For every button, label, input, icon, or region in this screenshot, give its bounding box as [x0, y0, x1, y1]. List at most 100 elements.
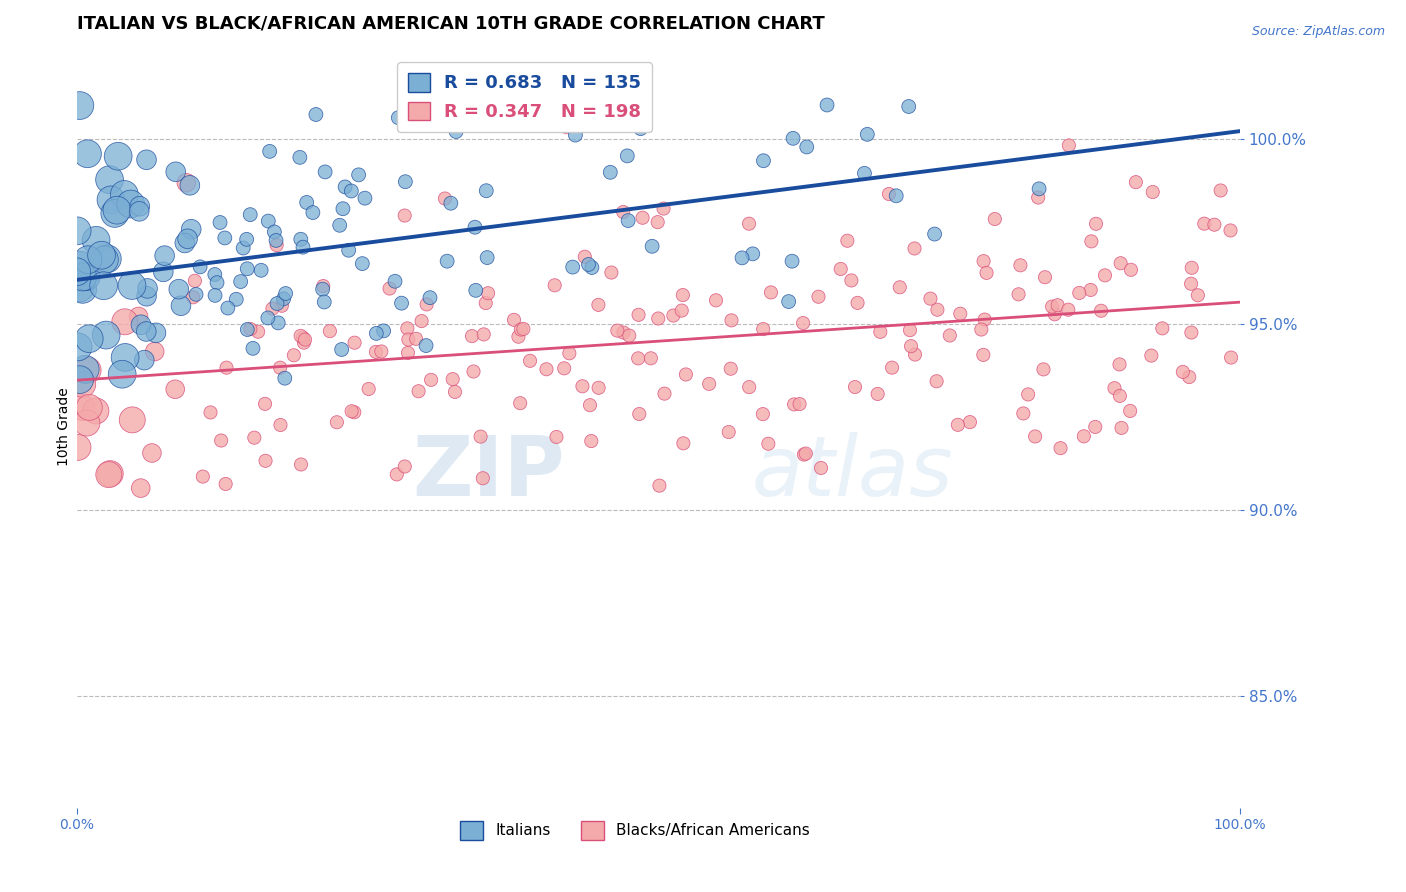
- Point: [897, 99, 920, 113]
- Point: [69, 258, 91, 272]
- Point: [939, 328, 962, 343]
- Point: [121, 413, 143, 427]
- Point: [717, 425, 740, 439]
- Point: [292, 240, 315, 254]
- Point: [984, 212, 1007, 227]
- Point: [333, 180, 356, 194]
- Point: [619, 328, 641, 343]
- Point: [1194, 217, 1216, 231]
- Point: [1119, 262, 1142, 277]
- Point: [105, 203, 128, 218]
- Point: [440, 196, 463, 211]
- Point: [606, 324, 628, 338]
- Point: [654, 386, 676, 401]
- Point: [93, 278, 115, 293]
- Point: [778, 294, 800, 309]
- Point: [354, 191, 377, 205]
- Point: [136, 281, 159, 295]
- Point: [959, 415, 981, 429]
- Point: [111, 368, 134, 382]
- Point: [242, 342, 264, 356]
- Point: [343, 335, 366, 350]
- Point: [1028, 182, 1050, 196]
- Point: [340, 404, 363, 418]
- Point: [619, 110, 641, 124]
- Point: [1046, 298, 1069, 312]
- Point: [90, 248, 112, 262]
- Point: [312, 279, 335, 293]
- Point: [536, 362, 558, 376]
- Point: [415, 297, 437, 311]
- Point: [67, 340, 90, 354]
- Point: [671, 303, 693, 318]
- Point: [352, 257, 374, 271]
- Point: [612, 205, 634, 219]
- Point: [627, 308, 650, 322]
- Point: [128, 310, 150, 324]
- Point: [84, 404, 107, 418]
- Point: [205, 276, 228, 290]
- Point: [1040, 300, 1063, 314]
- Point: [648, 478, 671, 492]
- Point: [509, 396, 531, 410]
- Point: [1073, 429, 1095, 443]
- Point: [107, 149, 129, 163]
- Point: [77, 332, 100, 346]
- Point: [564, 128, 586, 142]
- Point: [290, 458, 312, 472]
- Point: [257, 214, 280, 228]
- Point: [1017, 387, 1039, 401]
- Point: [69, 281, 91, 295]
- Point: [752, 153, 775, 168]
- Point: [472, 327, 495, 342]
- Point: [973, 254, 995, 268]
- Point: [884, 188, 907, 202]
- Point: [1049, 441, 1071, 455]
- Point: [869, 325, 891, 339]
- Point: [66, 265, 89, 279]
- Point: [128, 199, 150, 213]
- Point: [1111, 421, 1133, 435]
- Point: [366, 326, 388, 341]
- Point: [129, 318, 152, 332]
- Point: [153, 249, 176, 263]
- Point: [66, 224, 89, 238]
- Point: [415, 338, 437, 352]
- Point: [72, 282, 94, 296]
- Point: [204, 268, 226, 282]
- Point: [704, 293, 727, 308]
- Point: [179, 178, 201, 193]
- Point: [266, 238, 288, 252]
- Point: [972, 348, 994, 362]
- Point: [630, 121, 652, 136]
- Point: [217, 301, 239, 315]
- Point: [741, 247, 763, 261]
- Point: [752, 407, 775, 421]
- Point: [441, 372, 464, 386]
- Point: [69, 98, 91, 112]
- Point: [1171, 365, 1194, 379]
- Point: [1080, 283, 1102, 297]
- Point: [134, 353, 156, 368]
- Point: [254, 454, 277, 468]
- Point: [176, 176, 198, 190]
- Point: [70, 401, 93, 415]
- Point: [214, 477, 236, 491]
- Point: [94, 328, 117, 343]
- Point: [274, 286, 297, 301]
- Point: [1220, 351, 1243, 365]
- Point: [373, 324, 395, 338]
- Point: [364, 345, 387, 359]
- Point: [165, 165, 187, 179]
- Point: [783, 397, 806, 411]
- Point: [464, 220, 486, 235]
- Point: [588, 381, 610, 395]
- Point: [574, 250, 596, 264]
- Point: [96, 252, 118, 266]
- Point: [165, 382, 187, 396]
- Point: [184, 274, 207, 288]
- Point: [180, 222, 202, 236]
- Point: [135, 289, 157, 303]
- Point: [558, 346, 581, 360]
- Point: [302, 205, 325, 219]
